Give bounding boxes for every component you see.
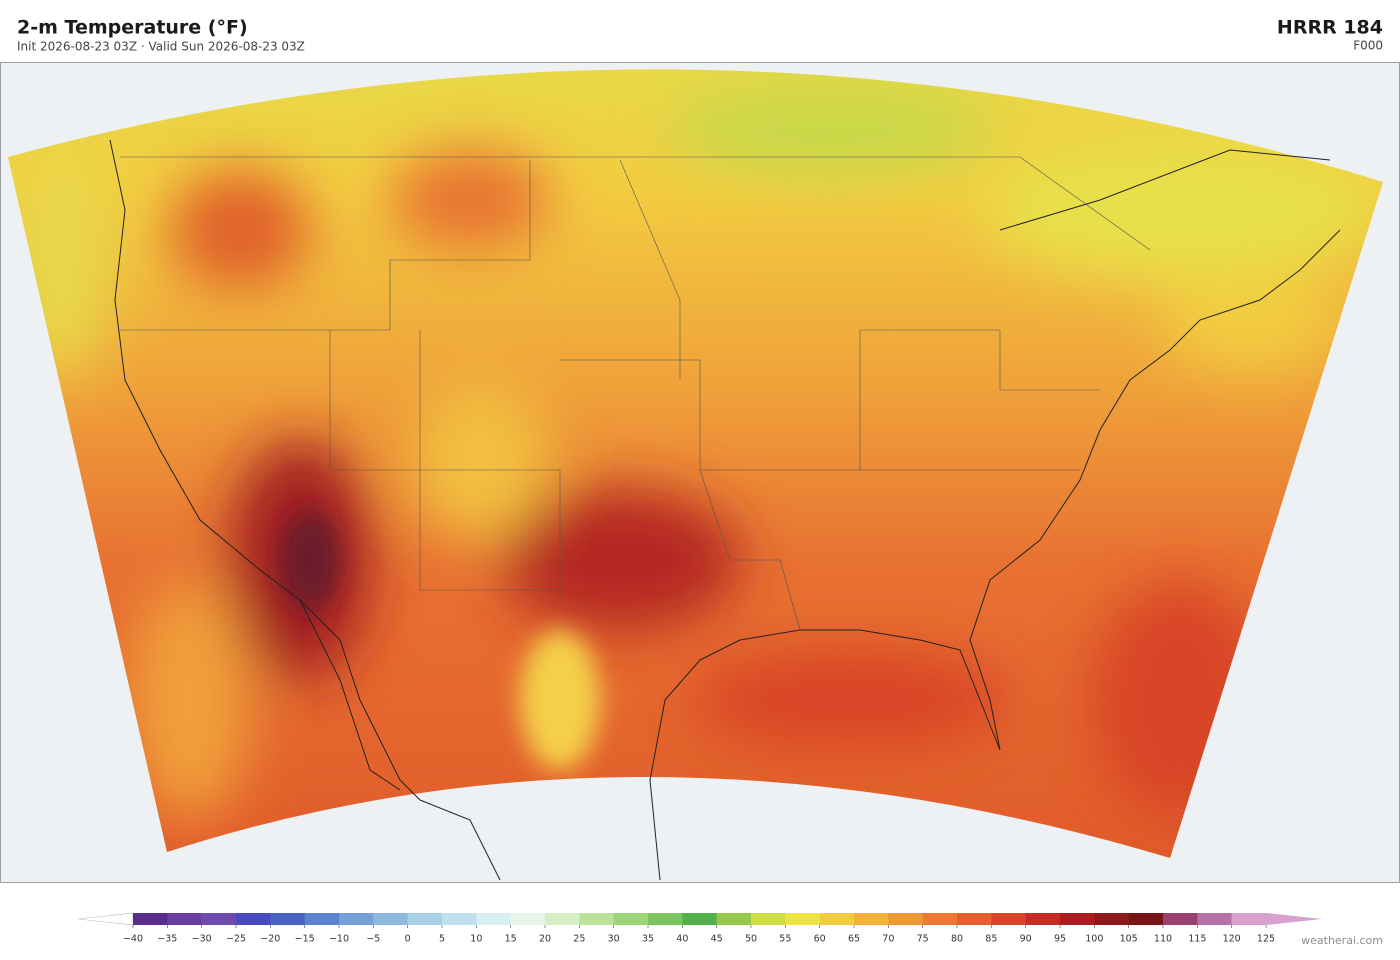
colorbar-bin	[888, 913, 923, 925]
colorbar-bin	[270, 913, 305, 925]
colorbar-under	[77, 912, 134, 926]
colorbar-tick-label: 5	[439, 934, 445, 945]
colorbar-bin	[1060, 913, 1095, 925]
colorbar-bin	[579, 913, 614, 925]
colorbar-bin	[236, 913, 271, 925]
colorbar-tick-label: 20	[539, 934, 551, 945]
colorbar-tick-label: 55	[779, 934, 791, 945]
colorbar-tick-label: −5	[366, 934, 380, 945]
colorbar-bin	[201, 913, 237, 925]
colorbar-over	[1266, 913, 1322, 925]
colorbar-bin	[922, 913, 958, 925]
colorbar-bin	[339, 913, 374, 925]
colorbar-tick-label: 65	[848, 934, 860, 945]
colorbar-tick-label: 85	[985, 934, 997, 945]
colorbar-bin	[648, 913, 683, 925]
colorbar-tick-label: 25	[573, 934, 585, 945]
colorbar-bin	[1197, 913, 1232, 925]
borders	[120, 156, 1151, 631]
colorbar-bin	[785, 913, 820, 925]
colorbar-tick-label: 15	[505, 934, 517, 945]
colorbar-bin	[751, 913, 786, 925]
colorbar-bin	[1128, 913, 1164, 925]
colorbar-tick-label: 35	[642, 934, 654, 945]
colorbar-tick-label: 40	[676, 934, 688, 945]
colorbar-tick-label: 110	[1154, 934, 1172, 945]
colorbar-bin	[613, 913, 649, 925]
colorbar-tick-label: 90	[1020, 934, 1032, 945]
colorbar-tick-label: 0	[405, 934, 411, 945]
colorbar-bin	[716, 913, 752, 925]
subtitle: Init 2026-08-23 03Z · Valid Sun 2026-08-…	[17, 40, 305, 54]
title: 2-m Temperature (°F)	[17, 17, 248, 39]
colorbar-tick-label: 60	[814, 934, 826, 945]
colorbar-bin	[991, 913, 1026, 925]
colorbar-tick-label: 125	[1257, 934, 1275, 945]
temperature-field	[8, 69, 1383, 858]
colorbar-bin	[1231, 913, 1267, 925]
colorbar-bin	[442, 913, 477, 925]
colorbar-bin	[476, 913, 511, 925]
colorbar-bin	[854, 913, 889, 925]
colorbar-bin	[819, 913, 855, 925]
colorbar-tick-label: 10	[470, 934, 482, 945]
colorbar-tick-label: −35	[157, 934, 177, 945]
colorbar-tick-label: 100	[1085, 934, 1103, 945]
colorbar-tick-label: 80	[951, 934, 963, 945]
colorbar-bin	[373, 913, 408, 925]
colorbar-tick-label: 75	[917, 934, 929, 945]
colorbar-tick-label: 120	[1223, 934, 1241, 945]
colorbar-bin	[1025, 913, 1061, 925]
colorbar-bin	[133, 913, 168, 925]
colorbar-tick-label: 95	[1054, 934, 1066, 945]
colorbar: −40 −35 −30 −25 −20 −15 −10 −5 0 5 10 15 20 25 30 35 40 4…	[77, 912, 1322, 945]
forecast-hour: F000	[1353, 39, 1383, 53]
credit: weatherai.com	[1301, 934, 1383, 947]
colorbar-tick-label: 70	[882, 934, 894, 945]
colorbar-bin	[682, 913, 717, 925]
colorbar-bin	[545, 913, 580, 925]
colorbar-tick-label: 105	[1120, 934, 1138, 945]
colorbar-tick-label: −15	[295, 934, 315, 945]
colorbar-tick-label: 30	[608, 934, 620, 945]
colorbar-tick-label: 115	[1188, 934, 1206, 945]
model-label: HRRR 184	[1277, 17, 1383, 39]
colorbar-bin	[1163, 913, 1198, 925]
colorbar-bin	[957, 913, 992, 925]
colorbar-bin	[167, 913, 202, 925]
colorbar-tick-label: −30	[192, 934, 212, 945]
colorbar-tick-label: 50	[745, 934, 757, 945]
coastlines	[109, 139, 1341, 881]
colorbar-bin	[407, 913, 443, 925]
colorbar-tick-label: −10	[329, 934, 349, 945]
colorbar-bin	[510, 913, 546, 925]
colorbar-tick-label: 45	[711, 934, 723, 945]
colorbar-bin	[1094, 913, 1129, 925]
colorbar-tick-label: −25	[226, 934, 246, 945]
colorbar-tick-label: −40	[123, 934, 143, 945]
colorbar-bin	[304, 913, 340, 925]
colorbar-tick-label: −20	[260, 934, 280, 945]
